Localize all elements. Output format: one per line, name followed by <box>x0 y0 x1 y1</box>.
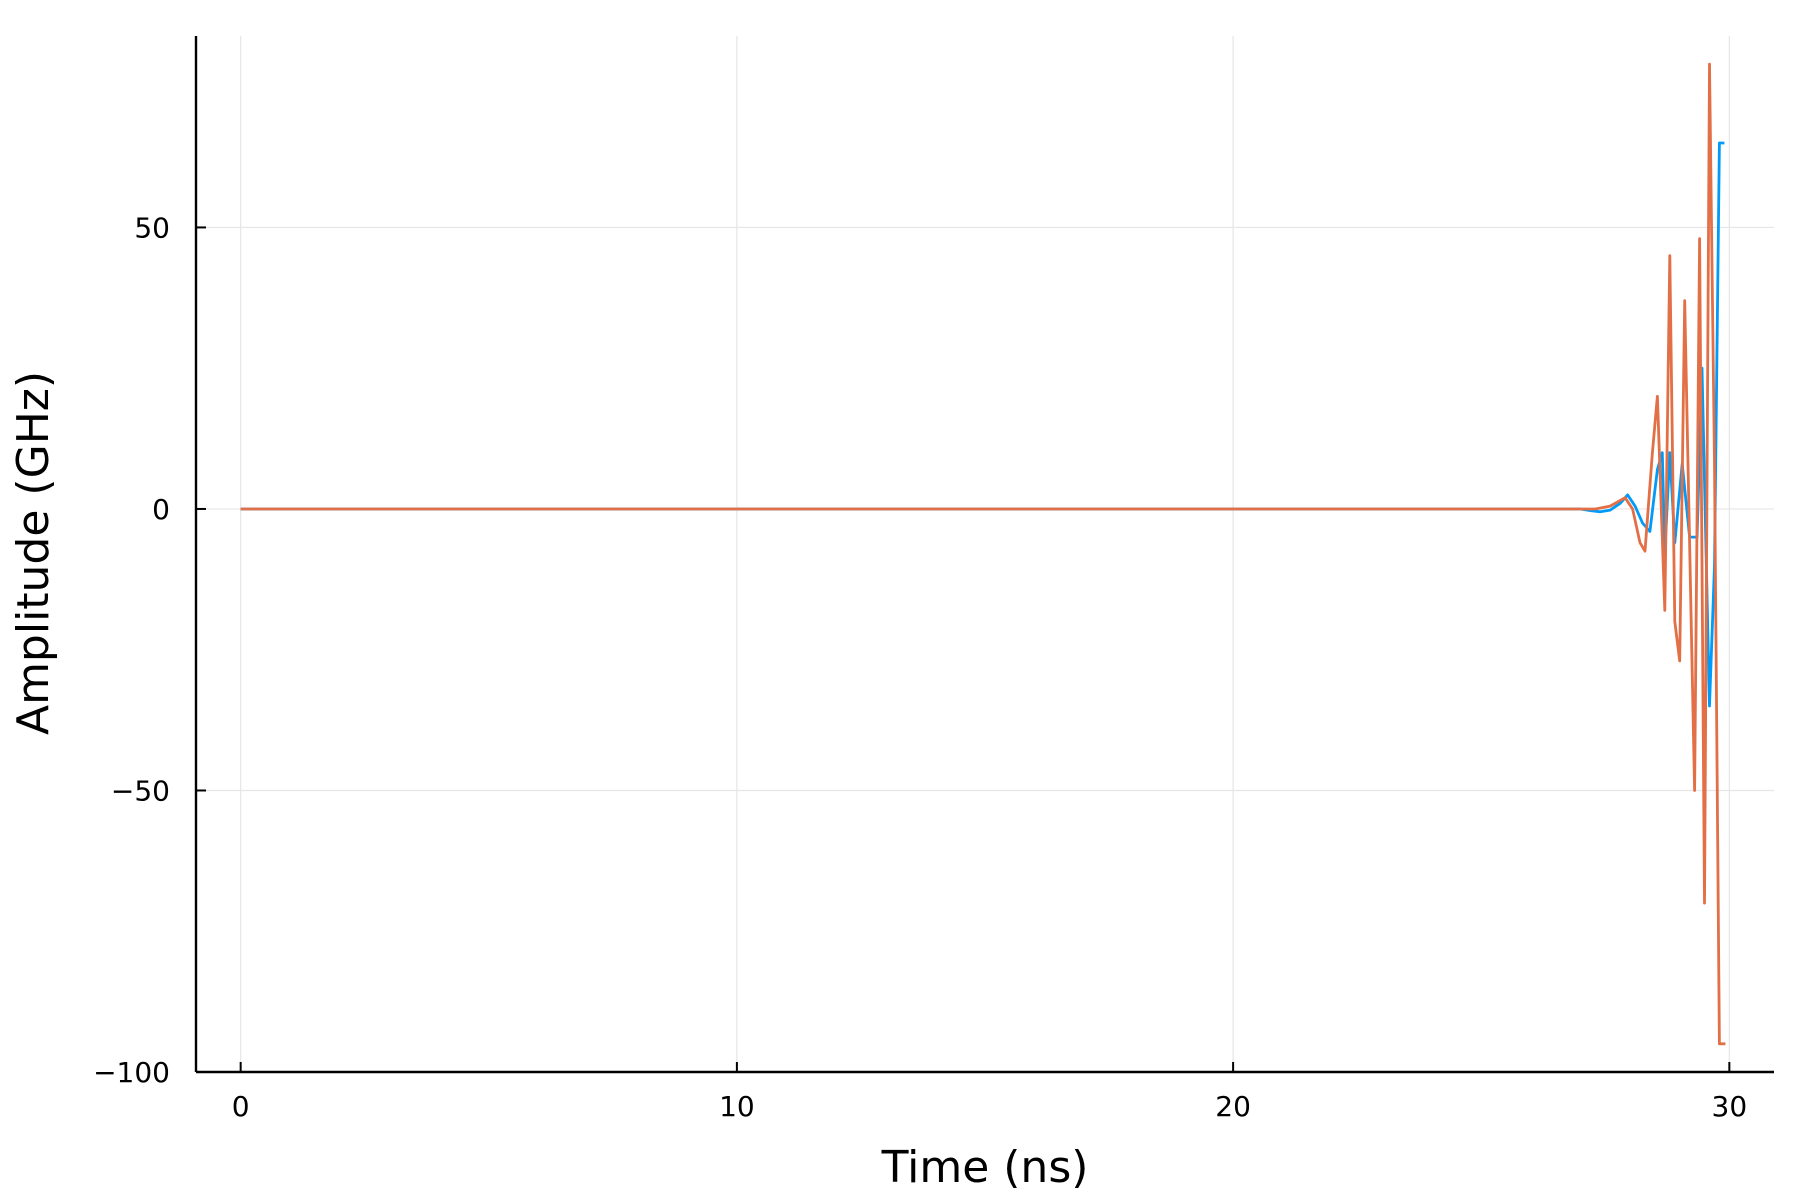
series-line-2 <box>240 62 1726 1046</box>
grid <box>196 36 1774 1073</box>
x-tick-label: 0 <box>232 1090 250 1123</box>
x-tick-label: 20 <box>1215 1090 1251 1123</box>
tick-labels: 0 10 20 30 −100 −50 0 50 <box>93 211 1747 1123</box>
x-tick-label: 10 <box>719 1090 755 1123</box>
y-axis-label: Amplitude (GHz) <box>8 371 59 735</box>
y-tick-label: 50 <box>134 211 170 244</box>
series-layer <box>240 62 1726 1046</box>
y-tick-label: 0 <box>152 493 170 526</box>
x-axis-label: Time (ns) <box>881 1142 1089 1193</box>
x-tick-label: 30 <box>1712 1090 1748 1123</box>
y-tick-label: −50 <box>111 774 170 807</box>
y-tick-label: −100 <box>93 1056 170 1089</box>
axes <box>194 36 1774 1074</box>
